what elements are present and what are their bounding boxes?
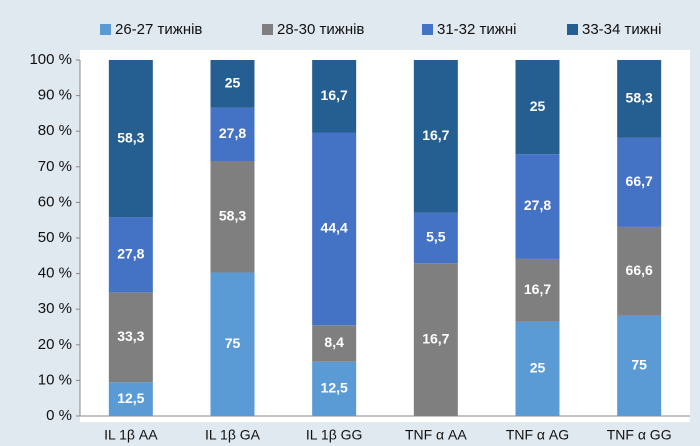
legend-label: 28-30 тижнів: [277, 21, 364, 38]
data-label: 27,8: [117, 246, 144, 262]
data-label: 16,7: [422, 330, 449, 346]
x-tick-label: IL 1β AA: [104, 427, 158, 443]
y-tick-label: 60 %: [38, 193, 72, 210]
data-label: 16,7: [422, 127, 449, 143]
legend-swatch: [100, 24, 111, 35]
data-label: 12,5: [321, 380, 348, 396]
legend-swatch: [262, 24, 273, 35]
bar-segment: [617, 60, 662, 138]
y-tick-label: 70 %: [38, 158, 72, 175]
bar-segment: [515, 321, 560, 416]
data-label: 27,8: [524, 197, 551, 213]
data-label: 16,7: [524, 281, 551, 297]
bar-segment: [312, 361, 357, 416]
bar-segment: [210, 161, 255, 273]
data-label: 44,4: [321, 220, 348, 236]
y-tick-label: 10 %: [38, 371, 72, 388]
y-tick-label: 90 %: [38, 87, 72, 104]
bar-segment: [312, 325, 357, 362]
data-label: 75: [631, 357, 647, 373]
data-label: 16,7: [321, 87, 348, 103]
legend-swatch: [567, 24, 578, 35]
legend-label: 33-34 тижні: [582, 21, 661, 38]
bar-segment: [108, 60, 153, 218]
data-label: 25: [530, 98, 546, 114]
bar-segment: [617, 315, 662, 416]
y-tick-label: 50 %: [38, 229, 72, 246]
bar-segment: [617, 226, 662, 316]
y-tick-label: 0 %: [46, 407, 72, 424]
y-tick-label: 100 %: [29, 51, 72, 68]
data-label: 58,3: [219, 207, 246, 223]
data-label: 8,4: [324, 334, 344, 350]
data-label: 58,3: [117, 129, 144, 145]
bar-segment: [413, 60, 458, 213]
bar-segment: [312, 60, 357, 133]
legend-label: 26-27 тижнів: [115, 21, 202, 38]
x-tick-label: IL 1β GG: [306, 427, 363, 443]
data-label: 12,5: [117, 390, 144, 406]
legend-swatch: [422, 24, 433, 35]
x-tick-label: TNF α GG: [607, 427, 672, 443]
data-label: 33,3: [117, 328, 144, 344]
bar-segment: [108, 292, 153, 383]
y-tick-label: 40 %: [38, 265, 72, 282]
data-label: 75: [225, 335, 241, 351]
bar-segment: [108, 382, 153, 416]
bar-segment: [515, 258, 560, 322]
data-label: 25: [225, 75, 241, 91]
x-tick-label: TNF α AG: [506, 427, 569, 443]
bar-segment: [617, 137, 662, 227]
plot-area: [80, 50, 690, 422]
x-tick-label: TNF α AA: [405, 427, 467, 443]
y-tick-label: 30 %: [38, 300, 72, 317]
data-label: 66,6: [626, 262, 653, 278]
legend-label: 31-32 тижні: [437, 21, 516, 38]
data-label: 66,7: [626, 173, 653, 189]
bar-segment: [515, 60, 560, 155]
data-label: 5,5: [426, 229, 446, 245]
y-tick-label: 80 %: [38, 122, 72, 139]
y-tick-label: 20 %: [38, 336, 72, 353]
data-label: 27,8: [219, 125, 246, 141]
bar-segment: [413, 212, 458, 264]
bar-segment: [413, 263, 458, 416]
bar-segment: [210, 272, 255, 416]
bar-segment: [108, 217, 153, 293]
bar-segment: [210, 107, 255, 162]
data-label: 25: [530, 360, 546, 376]
x-tick-label: IL 1β GA: [205, 427, 261, 443]
bar-segment: [210, 60, 255, 108]
bar-segment: [312, 132, 357, 326]
bar-segment: [515, 154, 560, 259]
data-label: 58,3: [626, 90, 653, 106]
